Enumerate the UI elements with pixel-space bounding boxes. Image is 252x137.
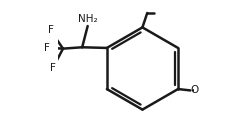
Text: F: F [44, 43, 50, 53]
Text: F: F [48, 25, 53, 35]
Text: F: F [50, 63, 55, 73]
Text: O: O [191, 85, 199, 95]
Text: NH₂: NH₂ [78, 14, 98, 24]
